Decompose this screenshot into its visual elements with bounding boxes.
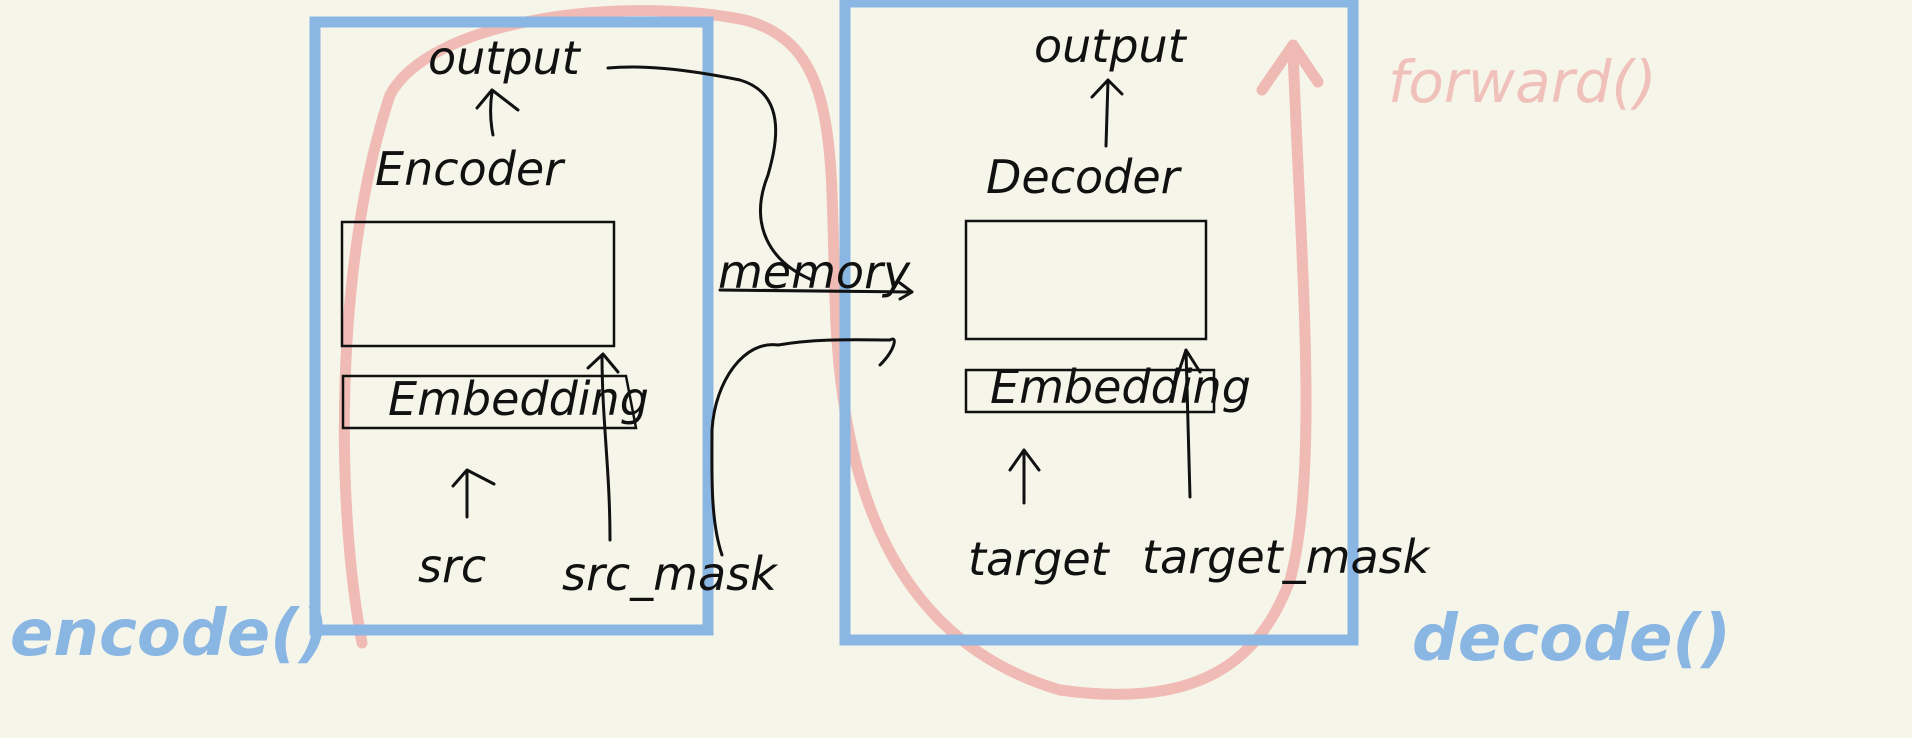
- src-mask-arrow: [586, 352, 620, 542]
- src-arrow: [451, 468, 496, 519]
- decode-function-label: decode(): [1412, 602, 1731, 676]
- encoder-embedding-label: Embedding: [388, 372, 649, 426]
- forward-function-label: forward(): [1388, 48, 1657, 116]
- memory-arrow: [718, 281, 914, 301]
- encoder-frame: [309, 16, 714, 636]
- decoder-block: [964, 219, 1208, 341]
- decoder-output-arrow: [1090, 78, 1124, 148]
- decoder-embedding-box: [964, 368, 1216, 414]
- encoder-block-label: Encoder: [375, 142, 566, 196]
- target-arrow: [1008, 448, 1041, 505]
- encoder-output-label: output: [428, 31, 582, 85]
- memory-in-curve: [606, 65, 814, 282]
- target-mask-arrow: [1170, 348, 1202, 499]
- memory-label: memory: [718, 245, 911, 299]
- decoder-block-label: Decoder: [986, 150, 1183, 204]
- encoder-embedding-box: [341, 374, 638, 430]
- src-mask-to-decoder-curve: [710, 337, 896, 557]
- decoder-embedding-label: Embedding: [990, 360, 1251, 414]
- decoder-frame: [839, 0, 1359, 646]
- encode-function-label: encode(): [10, 597, 329, 671]
- encoder-output-arrow: [475, 88, 520, 137]
- target-label: target: [968, 532, 1111, 586]
- target-mask-label: target_mask: [1142, 530, 1432, 584]
- src-mask-label: src_mask: [562, 547, 779, 601]
- forward-flow-loop: [338, 5, 1324, 700]
- forward-arrow-head: [1256, 39, 1324, 96]
- decoder-output-label: output: [1034, 19, 1188, 73]
- encoder-block: [340, 220, 616, 348]
- src-label: src: [418, 539, 486, 593]
- ink-arrows: [451, 65, 1202, 557]
